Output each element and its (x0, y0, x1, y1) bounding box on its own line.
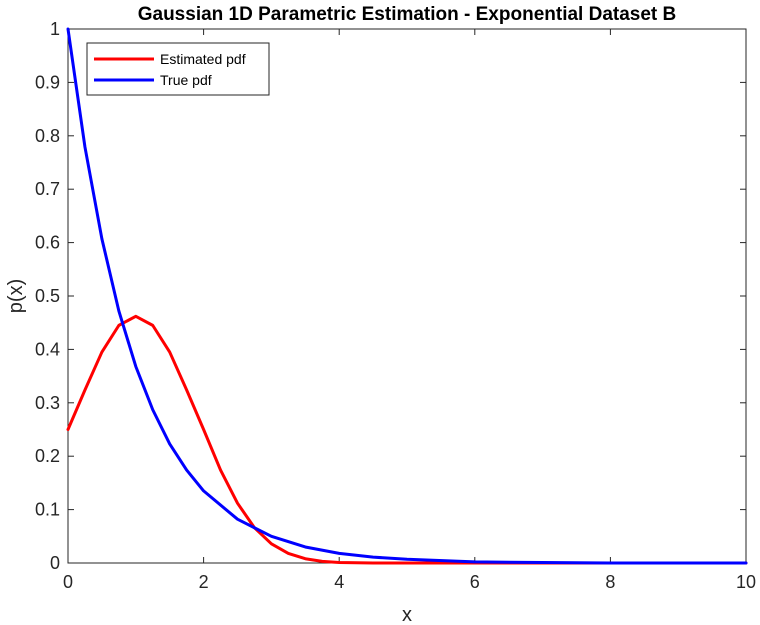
x-axis-label: x (402, 604, 412, 625)
chart-title: Gaussian 1D Parametric Estimation - Expo… (138, 4, 677, 25)
y-tick-label: 0.4 (35, 339, 60, 359)
y-tick-label: 0.8 (35, 126, 60, 146)
y-axis-label: p(x) (5, 279, 27, 313)
true-pdf-line (66, 27, 748, 565)
x-tick-label: 4 (334, 572, 344, 592)
series-group (66, 27, 748, 565)
axes-box (67, 28, 747, 564)
legend: Estimated pdf True pdf (86, 42, 270, 96)
x-tick-label: 0 (63, 572, 73, 592)
y-tick-label: 0.5 (35, 286, 60, 306)
y-tick-label: 0.1 (35, 500, 60, 520)
y-axis-ticks: 0 0.1 0.2 0.3 0.4 0.5 0.6 0.7 0.8 0.9 1 (35, 19, 746, 573)
x-tick-label: 8 (605, 572, 615, 592)
y-tick-label: 0.6 (35, 233, 60, 253)
y-tick-label: 0.9 (35, 72, 60, 92)
legend-box (86, 42, 270, 96)
x-tick-label: 10 (736, 572, 756, 592)
y-tick-label: 0.2 (35, 446, 60, 466)
legend-label-true: True pdf (160, 72, 212, 88)
y-tick-label: 0 (50, 553, 60, 573)
y-tick-label: 0.7 (35, 179, 60, 199)
y-tick-label: 1 (50, 19, 60, 39)
y-tick-label: 0.3 (35, 393, 60, 413)
x-tick-label: 6 (470, 572, 480, 592)
x-tick-label: 2 (199, 572, 209, 592)
legend-label-estimated: Estimated pdf (160, 51, 246, 67)
plot-area (67, 28, 747, 564)
